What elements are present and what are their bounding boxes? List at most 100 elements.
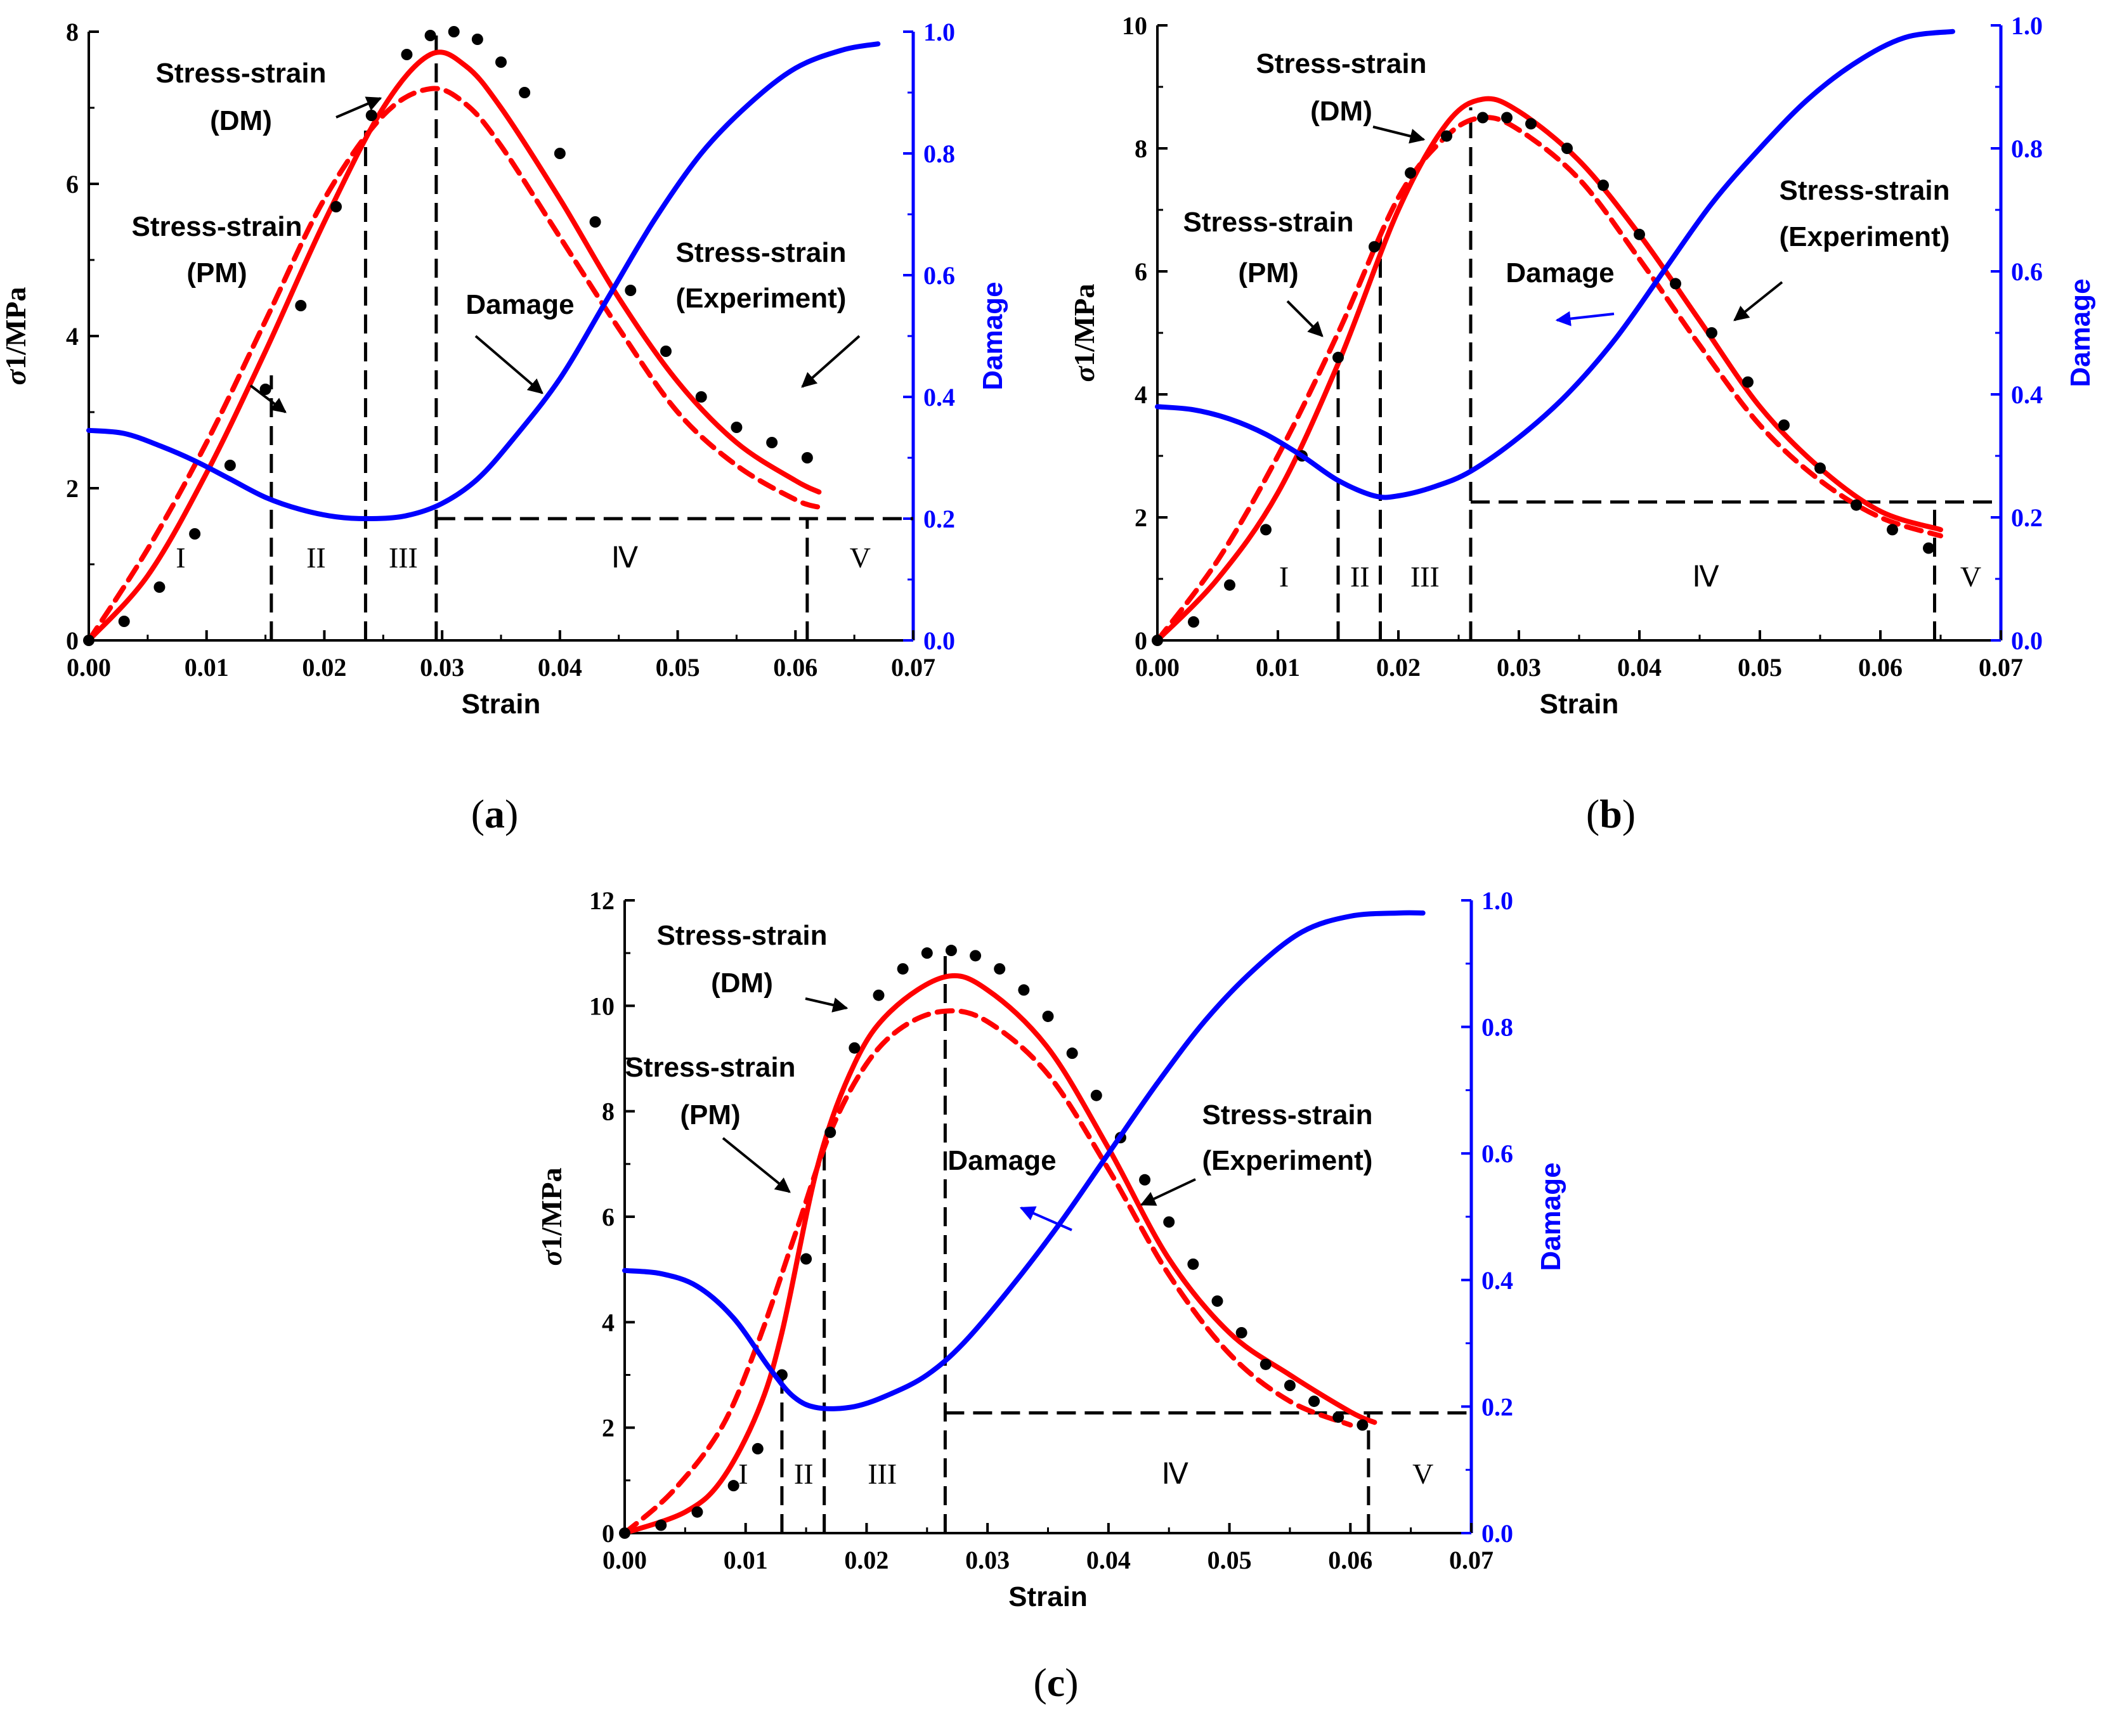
annotation-dm-text: Stress-strain (1256, 48, 1426, 79)
annotation-dm-arrow (805, 997, 849, 1013)
y2-tick-label: 1.0 (1481, 886, 1513, 915)
x-tick-label: 0.03 (420, 653, 464, 682)
y2-tick-label: 0.2 (2011, 503, 2043, 532)
annotation-experiment-text: Stress-strain (1779, 175, 1950, 206)
y-tick-label: 0 (66, 626, 79, 655)
y2-tick-label: 0.8 (2011, 134, 2043, 163)
experiment-point (1187, 1258, 1199, 1270)
experiment-point (970, 950, 982, 962)
experiment-point (1357, 1419, 1369, 1431)
experiment-point (752, 1442, 764, 1454)
experiment-point (625, 285, 637, 296)
y2-tick-label: 0.6 (1481, 1139, 1513, 1168)
experiment-point (1525, 118, 1537, 130)
experiment-point (1235, 1326, 1247, 1338)
stage-label: Ⅳ (1692, 560, 1719, 593)
annotation-dm-arrow (335, 96, 382, 119)
experiment-point (495, 56, 507, 68)
stage-label: I (1279, 560, 1289, 593)
experiment-point (766, 437, 778, 448)
annotation-damage-arrow (474, 335, 544, 394)
y2-axis-label: Damage (2065, 278, 2096, 387)
annotation-pm-text: (PM) (1238, 257, 1298, 288)
y-tick-label: 6 (66, 170, 79, 198)
annotation-pm-arrow (249, 384, 287, 413)
y2-tick-label: 0.4 (1481, 1266, 1513, 1295)
y-axis-label: σ1/MPa (1068, 283, 1100, 382)
annotation-experiment-arrow (1140, 1178, 1196, 1206)
x-tick-label: 0.04 (538, 653, 582, 682)
annotation-experiment-text: Stress-strain (1202, 1099, 1372, 1130)
annotation-damage-arrow (1555, 311, 1615, 327)
annotation-pm-text: (PM) (680, 1099, 740, 1130)
experiment-point (1260, 524, 1272, 536)
annotation-dm-text: (DM) (1310, 96, 1372, 127)
experiment-point (330, 201, 342, 212)
dm-curve (622, 973, 1377, 1536)
stage-label: I (738, 1458, 748, 1490)
experiment-point (1706, 327, 1717, 339)
x-tick-label: 0.07 (1449, 1546, 1494, 1574)
experiment-point (1778, 419, 1790, 431)
pm-curve (622, 1008, 1353, 1536)
annotation-pm-arrow (722, 1137, 791, 1193)
experiment-point (849, 1042, 861, 1054)
x-tick-label: 0.05 (1207, 1546, 1252, 1574)
y-tick-label: 4 (1135, 380, 1147, 409)
y2-tick-label: 0.8 (1481, 1013, 1513, 1042)
experiment-point (873, 989, 885, 1001)
figure-caption: (c) (1033, 1660, 1078, 1705)
experiment-point (1405, 167, 1416, 179)
experiment-point (1501, 112, 1513, 124)
x-tick-label: 0.04 (1617, 653, 1662, 682)
y-tick-label: 2 (1135, 503, 1147, 532)
experiment-point (1260, 1358, 1272, 1370)
experiment-point (1369, 241, 1380, 253)
y2-tick-label: 0.0 (923, 626, 955, 655)
experiment-point (1441, 130, 1452, 142)
annotation-experiment-text: (Experiment) (1202, 1145, 1373, 1176)
annotation-experiment-text: (Experiment) (676, 283, 847, 314)
stage-label: I (176, 541, 185, 574)
experiment-point (118, 616, 130, 627)
annotation-dm-arrow (1372, 126, 1426, 144)
chart-b: 0.00 0.01 0.02 0.03 0.04 0.05 0.06 0.07 0 2 4 6 8 10 0… (1068, 11, 2096, 836)
y-tick-label: 10 (1122, 11, 1147, 40)
experiment-point (189, 528, 201, 540)
y2-tick-label: 0.6 (923, 261, 955, 290)
y2-tick-label: 0.8 (923, 139, 955, 168)
x-tick-label: 0.02 (302, 653, 346, 682)
experiment-point (1042, 1010, 1054, 1022)
experiment-point (945, 945, 957, 957)
annotation-dm-text: (DM) (711, 968, 773, 999)
y2-tick-label: 0.0 (1481, 1519, 1513, 1548)
annotation-pm-text: (PM) (186, 257, 247, 288)
experiment-point (295, 300, 307, 311)
damage-curve (1155, 29, 1955, 500)
experiment-point (1152, 635, 1163, 646)
stage-label: III (389, 541, 418, 574)
experiment-point (424, 30, 436, 41)
dm-curve (1155, 96, 1943, 643)
y2-tick-label: 0.2 (1481, 1392, 1513, 1421)
x-tick-label: 0.04 (1086, 1546, 1131, 1574)
chart-c: 0.00 0.01 0.02 0.03 0.04 0.05 0.06 0.07 0 2 4 6 8 10 1… (535, 886, 1566, 1705)
stage-label: II (1350, 560, 1370, 593)
x-tick-label: 0.06 (773, 653, 817, 682)
experiment-point (554, 148, 566, 159)
annotation-experiment-text: Stress-strain (675, 237, 846, 268)
experiment-point (401, 49, 413, 60)
y-tick-label: 4 (66, 322, 79, 351)
experiment-point (1211, 1295, 1223, 1307)
experiment-point (365, 110, 377, 121)
experiment-point (800, 1253, 812, 1265)
y2-axis-label: Damage (977, 282, 1008, 390)
experiment-point (1634, 228, 1645, 240)
experiment-point (1224, 579, 1235, 591)
experiment-point (519, 87, 531, 98)
annotation-damage-text: Damage (1506, 257, 1614, 288)
experiment-point (1308, 1396, 1320, 1408)
experiment-point (1090, 1089, 1102, 1101)
figure-caption: (b) (1586, 791, 1636, 836)
experiment-point (1561, 143, 1573, 154)
